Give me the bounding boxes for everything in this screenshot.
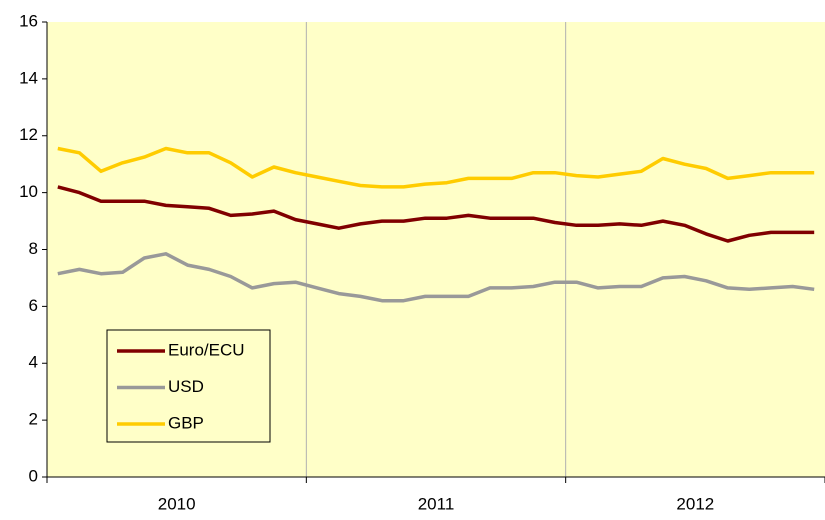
series-line bbox=[57, 185, 815, 243]
y-tick-label: 8 bbox=[29, 239, 38, 258]
series-line bbox=[57, 146, 815, 189]
y-tick-label: 10 bbox=[19, 182, 38, 201]
y-tick-label: 12 bbox=[19, 125, 38, 144]
y-tick-label: 6 bbox=[29, 296, 38, 315]
y-tick-label: 2 bbox=[29, 410, 38, 429]
legend-label: GBP bbox=[168, 413, 204, 432]
y-tick-label: 16 bbox=[19, 11, 38, 30]
x-tick-label: 2011 bbox=[418, 494, 455, 513]
x-tick-label: 2010 bbox=[158, 494, 196, 513]
legend-label: USD bbox=[168, 377, 204, 396]
y-tick-label: 0 bbox=[29, 466, 38, 485]
y-tick-label: 4 bbox=[29, 353, 38, 372]
legend: Euro/ECU USD GBP bbox=[106, 329, 271, 443]
series-line bbox=[57, 252, 815, 303]
y-tick-label: 14 bbox=[19, 68, 38, 87]
legend-label: Euro/ECU bbox=[168, 340, 245, 359]
x-tick-label: 2012 bbox=[676, 494, 714, 513]
